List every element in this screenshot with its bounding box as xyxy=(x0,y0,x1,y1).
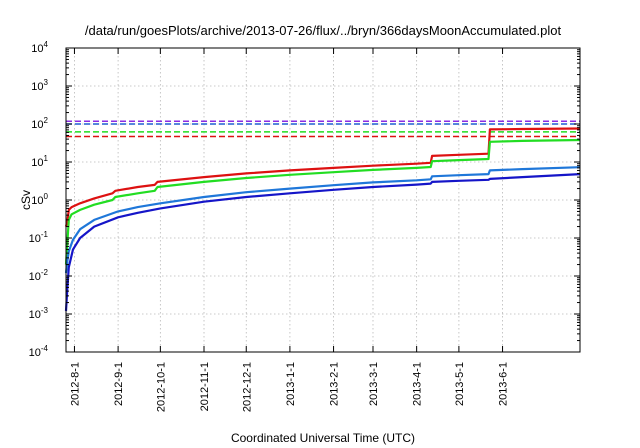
x-tick-label: 2012-10-1 xyxy=(155,362,167,412)
x-tick-label: 2012-12-1 xyxy=(241,362,253,412)
x-axis-label: Coordinated Universal Time (UTC) xyxy=(231,431,415,445)
series-group xyxy=(64,127,581,312)
y-tick-label: 101 xyxy=(31,154,48,169)
x-tick-label: 2012-8-1 xyxy=(69,362,81,406)
x-tick-label: 2012-11-1 xyxy=(199,362,211,411)
y-tick-label: 10-4 xyxy=(29,344,49,359)
series-line xyxy=(64,166,581,274)
y-axis-label: cSv xyxy=(19,190,33,210)
x-tick-label: 2013-4-1 xyxy=(412,362,424,406)
x-tick-label: 2013-1-1 xyxy=(285,362,297,406)
x-tick-label: 2013-6-1 xyxy=(498,362,510,406)
x-tick-label: 2012-9-1 xyxy=(113,362,125,406)
y-tick-label: 102 xyxy=(31,116,48,131)
chart-title: /data/run/goesPlots/archive/2013-07-26/f… xyxy=(85,23,562,38)
y-tick-label: 104 xyxy=(31,40,48,55)
series-line xyxy=(64,138,581,265)
x-tick-label: 2013-5-1 xyxy=(454,362,466,406)
y-tick-label: 103 xyxy=(31,78,48,93)
x-tick-label: 2013-2-1 xyxy=(329,362,341,406)
series-line xyxy=(64,127,581,227)
grid xyxy=(66,47,580,353)
series-line xyxy=(64,173,581,312)
x-tick-label: 2013-3-1 xyxy=(368,362,380,406)
y-axis: 10-4 10-3 10-2 10-1 100 101 102 103 104 xyxy=(29,40,580,359)
reference-lines xyxy=(66,120,580,138)
y-tick-label: 100 xyxy=(31,192,48,207)
y-tick-label: 10-2 xyxy=(29,268,49,283)
y-tick-label: 10-3 xyxy=(29,306,49,321)
x-axis: 2012-8-1 2012-9-1 2012-10-1 2012-11-1 2012-1… xyxy=(69,48,510,412)
y-tick-label: 10-1 xyxy=(29,230,49,245)
